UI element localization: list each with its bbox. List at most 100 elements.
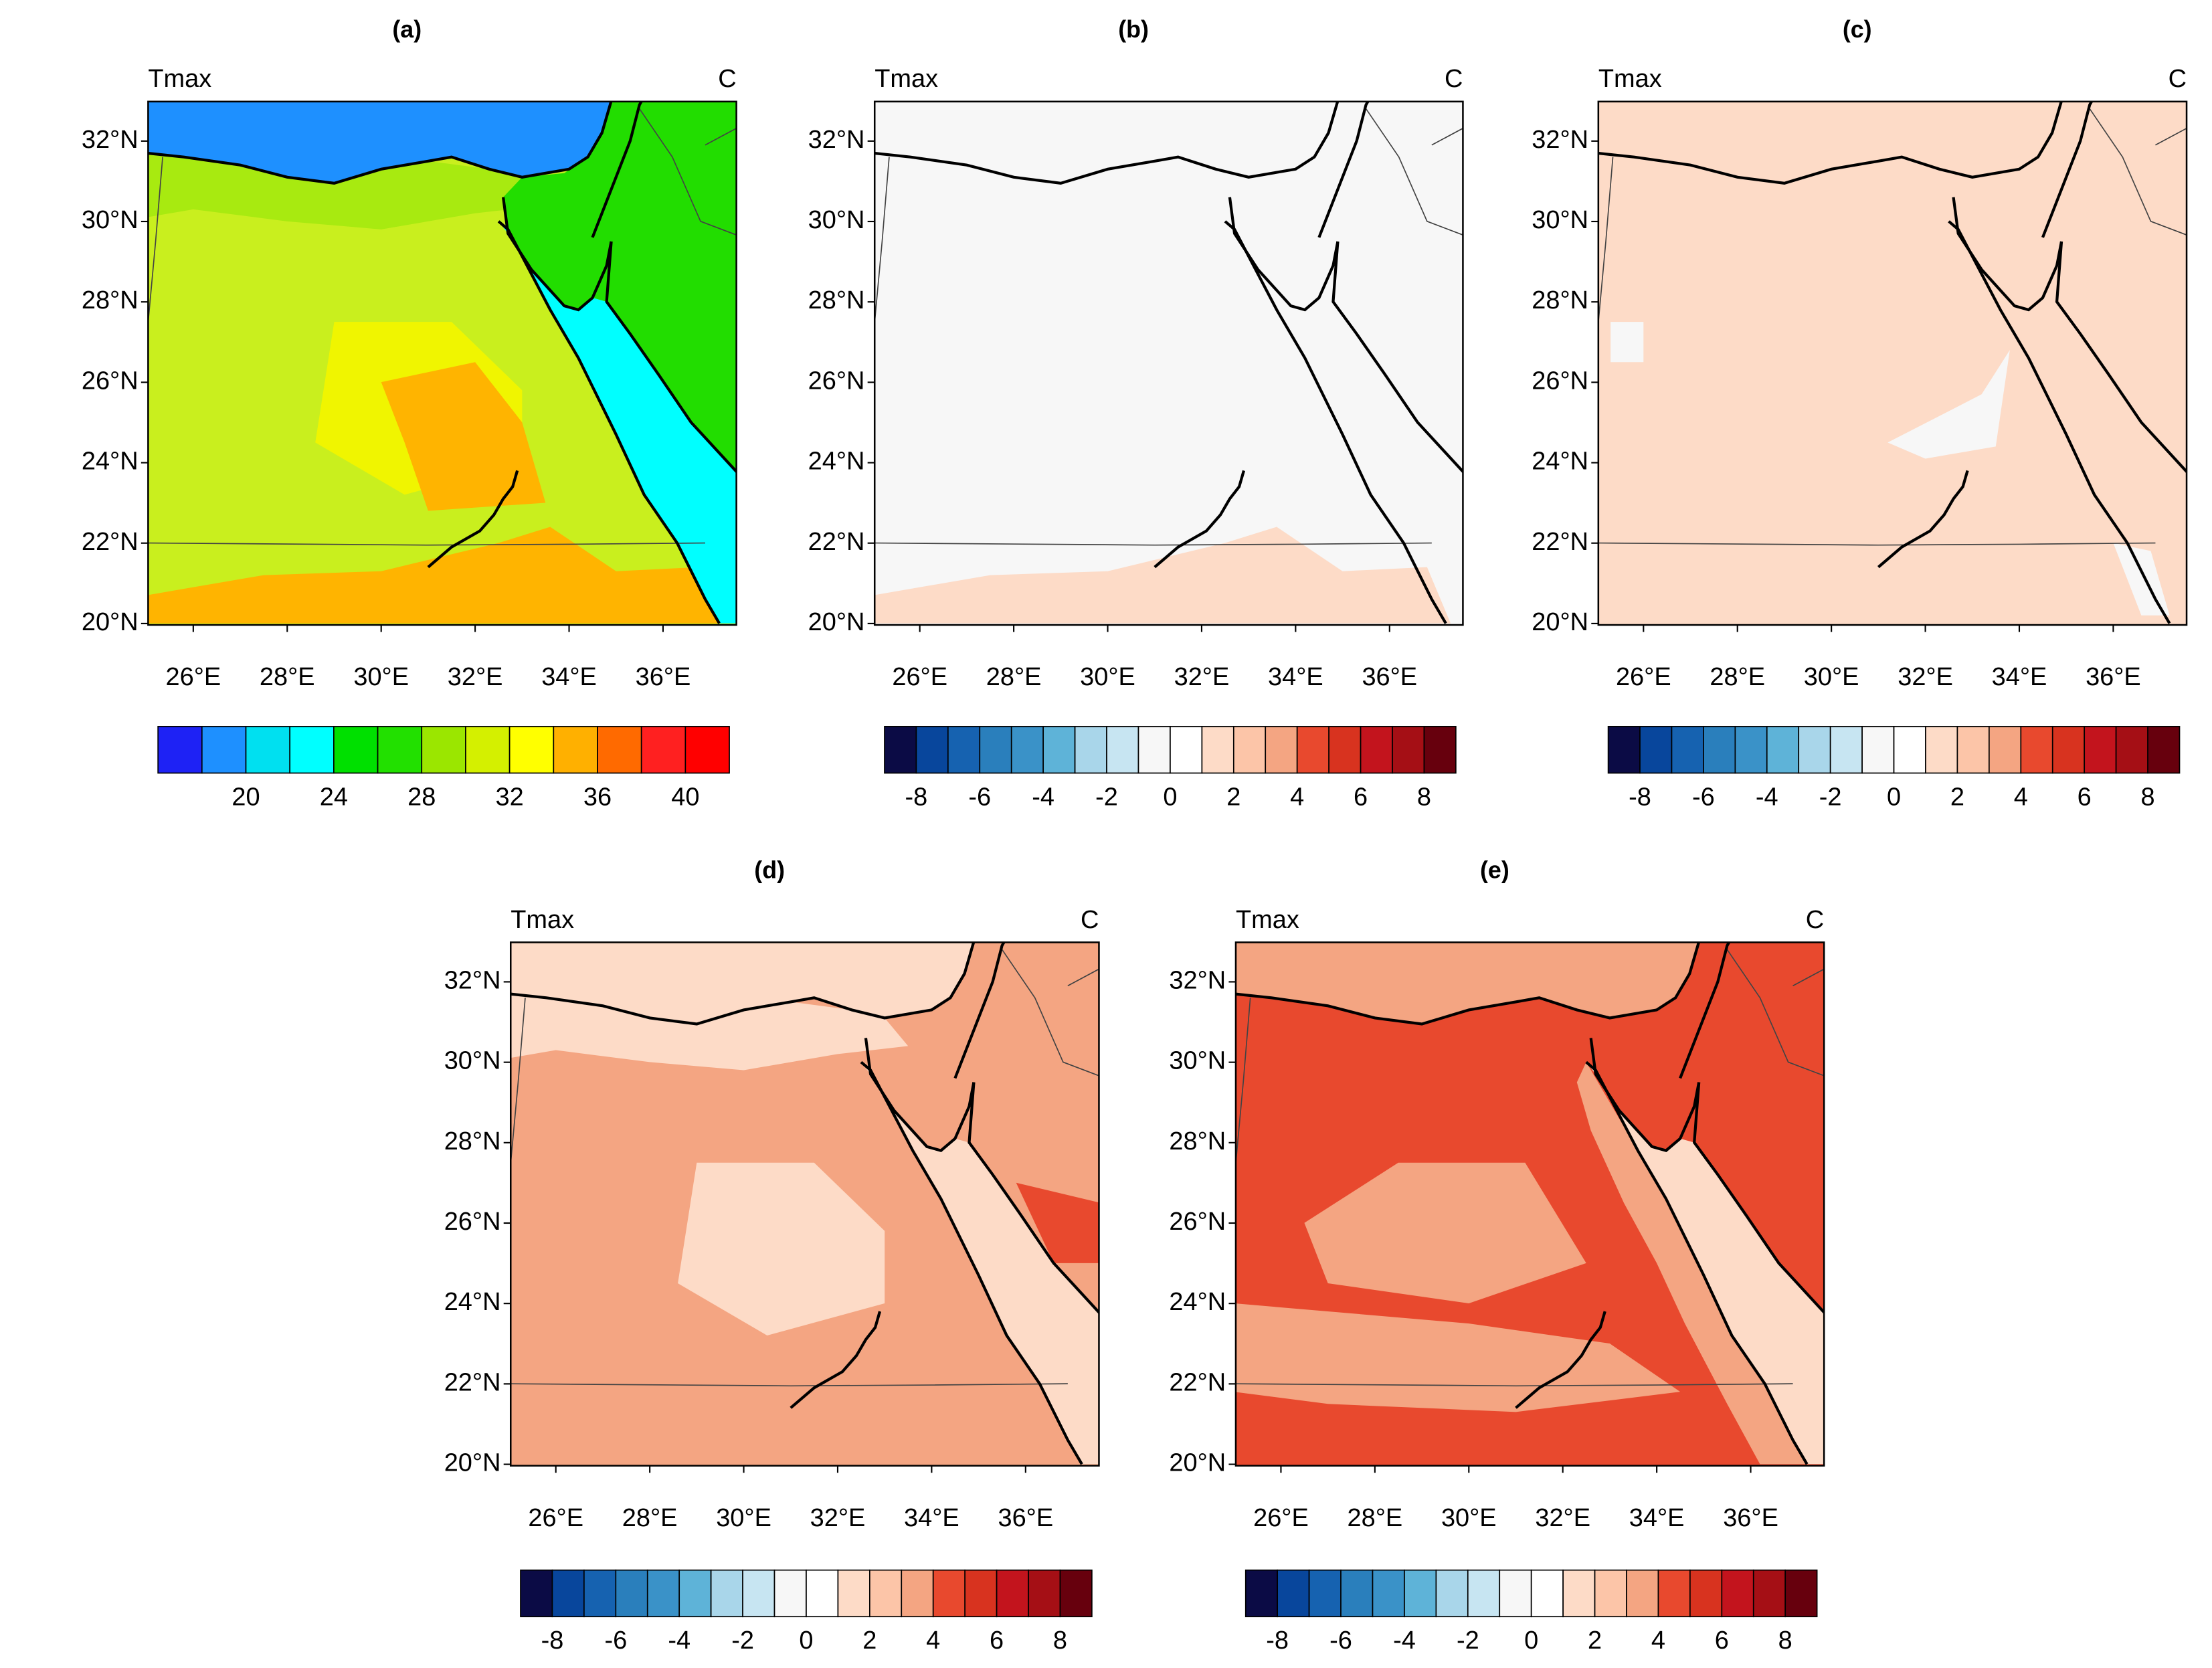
lon-label: 26°E [1253, 1504, 1309, 1532]
colorbar-label: 24 [320, 783, 348, 811]
field-region [1304, 1162, 1586, 1303]
coastline [864, 1038, 976, 1152]
coastline [1679, 942, 1731, 1079]
field-region [1016, 1182, 1099, 1263]
colorbar-box [837, 1569, 870, 1618]
coastline [501, 197, 613, 312]
lat-label: 30°N [808, 206, 865, 234]
lat-label: 20°N [1169, 1449, 1226, 1477]
coastline [1331, 241, 1463, 474]
border-line [148, 542, 706, 546]
colorbar-box [806, 1569, 839, 1618]
colorbar-box [1201, 725, 1234, 774]
colorbar-box [1404, 1569, 1437, 1618]
map-background [874, 101, 1463, 626]
lat-label: 30°N [1169, 1047, 1226, 1075]
coastline [2041, 101, 2094, 238]
coastline [790, 1311, 882, 1409]
colorbar-box [1265, 725, 1298, 774]
colorbar-box [1232, 725, 1267, 774]
lat-label: 22°N [808, 528, 865, 556]
colorbar-box [1308, 1569, 1342, 1618]
colorbar-box [421, 725, 466, 774]
coastline [591, 101, 643, 238]
border-line [1365, 108, 1463, 236]
colorbar-box [1893, 725, 1926, 774]
colorbar-box [1170, 725, 1203, 774]
field-region [1235, 942, 1699, 1024]
panel-title-right: C [2169, 65, 2187, 93]
coastline [1154, 470, 1246, 569]
colorbar-box [520, 1569, 553, 1618]
lat-label: 32°N [82, 126, 139, 154]
coastline [1598, 101, 2063, 185]
colorbar-box [1766, 725, 1800, 774]
map-frame [509, 941, 1100, 1467]
lon-label: 36°E [1723, 1504, 1778, 1532]
panel-label: (a) [392, 16, 422, 43]
colorbar-box [1028, 1569, 1061, 1618]
lat-label: 24°N [82, 448, 139, 476]
colorbar-box [377, 725, 423, 774]
lat-label: 32°N [1169, 966, 1226, 994]
colorbar-box [2147, 725, 2181, 774]
colorbar-label: -2 [731, 1627, 754, 1655]
lat-label: 24°N [808, 448, 865, 476]
colorbar-box [1499, 1569, 1532, 1618]
lon-label: 36°E [998, 1504, 1053, 1532]
coastline [1589, 1038, 1701, 1152]
panel-title-left: Tmax [1236, 906, 1299, 934]
colorbar-label: 4 [926, 1627, 940, 1655]
colorbar-box [773, 1569, 807, 1618]
lon-label: 32°E [810, 1504, 866, 1532]
coastline [1693, 1082, 1825, 1315]
colorbar-label: 0 [1524, 1627, 1538, 1655]
colorbar-box [678, 1569, 712, 1618]
coastline [874, 101, 1340, 185]
panel-label: (c) [1843, 16, 1872, 43]
border-line [1235, 998, 1251, 1170]
colorbar-box [1671, 725, 1704, 774]
colorbar-label: 2 [1950, 783, 1964, 811]
colorbar-box [465, 725, 511, 774]
colorbar-box [553, 725, 598, 774]
colorbar-label: 2 [862, 1627, 877, 1655]
field-region [148, 101, 612, 183]
coastline [511, 942, 976, 1026]
map-fill [874, 101, 1463, 626]
panel-title-right: C [1445, 65, 1463, 93]
lat-label: 32°N [808, 126, 865, 154]
colorbar-label: -2 [1819, 783, 1842, 811]
colorbar-label: 8 [1053, 1627, 1067, 1655]
lon-label: 32°E [448, 663, 503, 691]
colorbar-box [1798, 725, 1831, 774]
colorbar-box [1328, 725, 1362, 774]
lat-label: 32°N [1532, 126, 1588, 154]
colorbar-label: -8 [1629, 783, 1651, 811]
lon-label: 36°E [636, 663, 691, 691]
lon-label: 34°E [541, 663, 597, 691]
colorbar-box [1626, 1569, 1659, 1618]
lon-label: 32°E [1174, 663, 1230, 691]
border-line [874, 157, 890, 329]
colorbar-label: -8 [905, 783, 928, 811]
border-line [511, 998, 526, 1170]
coastline [1235, 942, 1701, 1026]
lat-label: 22°N [1169, 1368, 1226, 1396]
panel-label: (d) [754, 856, 785, 883]
lon-label: 34°E [1629, 1504, 1685, 1532]
coastline [967, 1082, 1099, 1315]
colorbar-box [2051, 725, 2086, 774]
border-line [874, 542, 1432, 546]
coastline [1228, 197, 1340, 312]
field-region [381, 362, 546, 511]
colorbar-label: 6 [2078, 783, 2092, 811]
map-panel: (c) Tmax C 32°N 30°N 28°N 26°N 24°N 22°N 20°N 26°E… [1532, 16, 2188, 811]
lon-label: 34°E [1268, 663, 1323, 691]
coastline [427, 470, 519, 569]
panel-title-right: C [1081, 906, 1099, 934]
colorbar-label: -6 [1329, 1627, 1352, 1655]
colorbar-box [1530, 1569, 1564, 1618]
map-panel: (d) Tmax C 32°N 30°N 28°N 26°N 24°N 22°N 20°N 26°E… [444, 856, 1100, 1655]
